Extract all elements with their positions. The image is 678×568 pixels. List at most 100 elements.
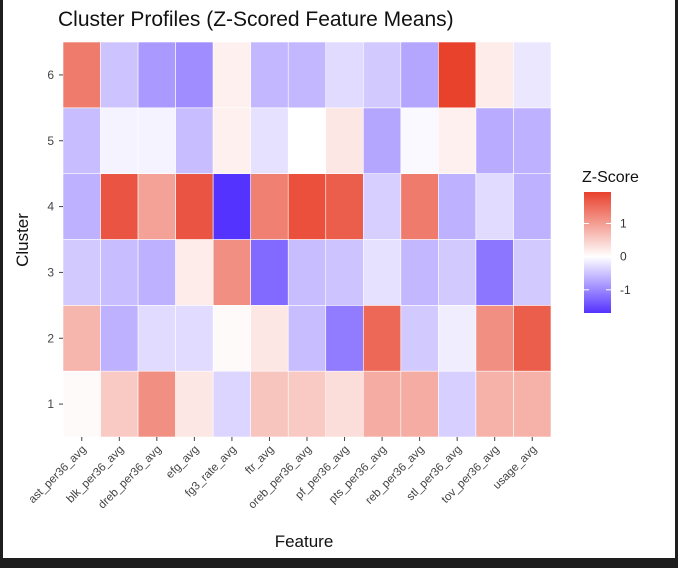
heatmap-cell: [325, 41, 364, 109]
legend-ticks: 1 0 -1: [584, 216, 631, 297]
chart-title: Cluster Profiles (Z-Scored Feature Means…: [58, 8, 454, 31]
heatmap-cell: [363, 370, 402, 438]
heatmap-cell: [62, 173, 101, 240]
x-tick-label: efg_avg: [164, 444, 201, 481]
heatmap-cell: [212, 370, 251, 438]
y-tick-label: 1: [47, 397, 54, 411]
heatmap-cell: [475, 173, 514, 240]
x-axis-label: Feature: [275, 532, 334, 551]
heatmap-cell: [175, 305, 214, 372]
heatmap-cell: [287, 305, 327, 372]
heatmap-cell: [212, 305, 251, 372]
heatmap-cell: [287, 41, 327, 109]
heatmap-cell: [175, 173, 214, 240]
heatmap-cell: [325, 370, 364, 438]
heatmap-cell: [62, 239, 101, 306]
heatmap-cell: [287, 370, 327, 438]
heatmap-cell: [400, 239, 439, 306]
heatmap-cell: [250, 305, 289, 372]
heatmap-cell: [400, 41, 439, 109]
heatmap-cell: [363, 239, 402, 306]
heatmap-cell: [175, 370, 214, 438]
heatmap-cell: [325, 305, 364, 372]
heatmap-cell: [100, 173, 139, 240]
y-tick-label: 4: [47, 200, 54, 214]
heatmap-cell: [250, 370, 289, 438]
heatmap-cell: [513, 305, 552, 372]
heatmap-cell: [137, 173, 176, 240]
heatmap-cell: [475, 107, 514, 174]
heatmap-cell: [363, 41, 402, 109]
heatmap-cell: [325, 107, 364, 174]
heatmap-cell: [250, 107, 289, 174]
legend-tick-label: 0: [620, 250, 627, 264]
heatmap-cell: [100, 41, 139, 109]
heatmap-cell: [250, 173, 289, 240]
heatmap-cell: [400, 370, 439, 438]
heatmap-cell: [438, 173, 477, 240]
heatmap-cell: [513, 239, 552, 306]
heatmap-cell: [287, 173, 327, 240]
heatmap-cell: [325, 239, 364, 306]
heatmap-cell: [175, 107, 214, 174]
heatmap-cell: [475, 239, 514, 306]
heatmap-cell: [513, 173, 552, 240]
y-tick-label: 6: [47, 68, 54, 82]
heatmap-cell: [175, 239, 214, 306]
heatmap-cell: [250, 239, 289, 306]
heatmap-cell: [513, 370, 552, 438]
heatmap-cell: [62, 370, 101, 438]
heatmap-cell: [137, 305, 176, 372]
heatmap-cell: [400, 107, 439, 174]
heatmap-cell: [100, 107, 139, 174]
heatmap-cell: [175, 41, 214, 109]
x-tick-label: ftr_avg: [243, 444, 276, 477]
x-axis-ticks: ast_per36_avgblk_per36_avgdreb_per36_avg…: [27, 437, 539, 511]
heatmap-cell: [513, 107, 552, 174]
heatmap-cell: [475, 41, 514, 109]
heatmap-cell: [100, 370, 139, 438]
heatmap-cell: [62, 305, 101, 372]
heatmap-chart: Cluster Profiles (Z-Scored Feature Means…: [13, 8, 639, 551]
legend-tick-label: -1: [620, 283, 631, 297]
heatmap-cell: [438, 239, 477, 306]
heatmap-cell: [513, 41, 552, 109]
y-tick-label: 3: [47, 265, 54, 279]
heatmap-cell: [137, 107, 176, 174]
heatmap-cell: [287, 107, 327, 174]
heatmap-cell: [287, 239, 327, 306]
heatmap-cell: [438, 107, 477, 174]
heatmap-cell: [363, 173, 402, 240]
legend-colorbar: [584, 192, 611, 313]
heatmap-cell: [438, 41, 477, 109]
color-legend: Z-Score 1 0 -1: [582, 169, 639, 313]
heatmap-cell: [325, 173, 364, 240]
heatmap-cell: [212, 239, 251, 306]
heatmap-cell: [137, 41, 176, 109]
heatmap-cell: [100, 305, 139, 372]
heatmap-cell: [212, 173, 251, 240]
plot-panel: Cluster Profiles (Z-Scored Feature Means…: [3, 0, 675, 558]
heatmap-cell: [137, 370, 176, 438]
heatmap-cell: [100, 239, 139, 306]
heatmap-cell: [475, 305, 514, 372]
heatmap-cell: [438, 370, 477, 438]
heatmap-cell: [250, 41, 289, 109]
heatmap-cells: [62, 41, 552, 438]
heatmap-cell: [62, 107, 101, 174]
y-tick-label: 5: [47, 134, 54, 148]
heatmap-cell: [400, 305, 439, 372]
y-axis-ticks: 1 2 3 4 5 6: [47, 68, 63, 411]
heatmap-cell: [363, 305, 402, 372]
heatmap-cell: [212, 41, 251, 109]
heatmap-cell: [137, 239, 176, 306]
legend-title: Z-Score: [582, 169, 639, 186]
heatmap-cell: [212, 107, 251, 174]
heatmap-cell: [363, 107, 402, 174]
heatmap-cell: [438, 305, 477, 372]
y-axis-label: Cluster: [13, 213, 32, 267]
y-tick-label: 2: [47, 331, 54, 345]
heatmap-cell: [400, 173, 439, 240]
heatmap-cell: [475, 370, 514, 438]
heatmap-cell: [62, 41, 101, 109]
